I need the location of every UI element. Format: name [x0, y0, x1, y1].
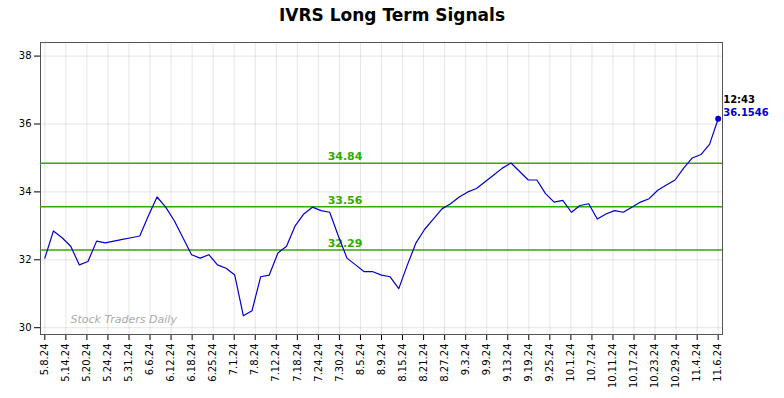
- svg-text:7.30.24: 7.30.24: [334, 344, 345, 382]
- svg-text:34: 34: [19, 186, 32, 197]
- svg-text:10.1.24: 10.1.24: [565, 344, 576, 382]
- svg-text:6.25.24: 6.25.24: [207, 344, 218, 382]
- svg-text:11.6.24: 11.6.24: [712, 344, 723, 382]
- svg-text:11.4.24: 11.4.24: [691, 344, 702, 382]
- svg-text:34.84: 34.84: [328, 150, 363, 163]
- svg-text:9.19.24: 9.19.24: [523, 344, 534, 382]
- svg-text:12:43: 12:43: [723, 94, 755, 105]
- svg-text:7.8.24: 7.8.24: [249, 344, 260, 376]
- svg-text:7.24.24: 7.24.24: [313, 344, 324, 382]
- svg-text:9.25.24: 9.25.24: [544, 344, 555, 382]
- svg-text:10.29.24: 10.29.24: [670, 344, 681, 389]
- svg-text:5.24.24: 5.24.24: [102, 344, 113, 382]
- svg-text:6.18.24: 6.18.24: [186, 344, 197, 382]
- svg-text:7.12.24: 7.12.24: [270, 344, 281, 382]
- svg-text:32: 32: [19, 254, 32, 265]
- svg-text:Stock Traders Daily: Stock Traders Daily: [71, 313, 178, 326]
- svg-text:7.1.24: 7.1.24: [228, 344, 239, 376]
- svg-text:10.7.24: 10.7.24: [586, 344, 597, 382]
- svg-text:10.23.24: 10.23.24: [649, 344, 660, 389]
- svg-text:6.6.24: 6.6.24: [144, 344, 155, 376]
- svg-text:38: 38: [19, 50, 32, 61]
- svg-text:8.21.24: 8.21.24: [418, 344, 429, 382]
- svg-text:36.1546: 36.1546: [723, 107, 769, 118]
- svg-text:5.8.24: 5.8.24: [39, 344, 50, 376]
- svg-text:8.15.24: 8.15.24: [397, 344, 408, 382]
- svg-text:7.18.24: 7.18.24: [292, 344, 303, 382]
- svg-text:6.12.24: 6.12.24: [165, 344, 176, 382]
- svg-text:5.14.24: 5.14.24: [60, 344, 71, 382]
- svg-text:33.56: 33.56: [328, 194, 363, 207]
- svg-text:8.5.24: 8.5.24: [355, 344, 366, 376]
- svg-text:30: 30: [19, 322, 32, 333]
- svg-text:5.31.24: 5.31.24: [123, 344, 134, 382]
- svg-text:9.3.24: 9.3.24: [460, 344, 471, 376]
- svg-text:10.11.24: 10.11.24: [607, 344, 618, 389]
- svg-text:36: 36: [19, 118, 32, 129]
- svg-text:9.9.24: 9.9.24: [481, 344, 492, 376]
- svg-text:8.27.24: 8.27.24: [439, 344, 450, 382]
- svg-text:10.17.24: 10.17.24: [628, 344, 639, 389]
- html-text:IVRS Long Term Signals: IVRS Long Term Signals: [279, 5, 505, 25]
- svg-text:5.20.24: 5.20.24: [81, 344, 92, 382]
- svg-text:9.13.24: 9.13.24: [502, 344, 513, 382]
- svg-text:8.9.24: 8.9.24: [376, 344, 387, 376]
- svg-text:32.29: 32.29: [328, 237, 363, 250]
